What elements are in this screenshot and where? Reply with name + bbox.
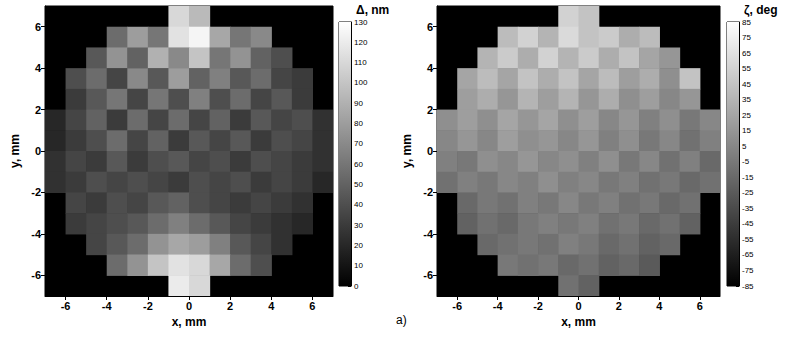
svg-text:y, mm: y, mm [400, 134, 414, 168]
svg-text:120: 120 [354, 38, 368, 47]
svg-text:x, mm: x, mm [172, 315, 207, 329]
svg-text:4: 4 [427, 62, 434, 74]
svg-text:ζ, deg: ζ, deg [744, 3, 778, 17]
svg-text:a): a) [396, 313, 407, 327]
svg-text:2: 2 [616, 300, 622, 312]
svg-text:70: 70 [354, 139, 363, 148]
svg-text:90: 90 [354, 99, 363, 108]
svg-text:55: 55 [742, 64, 751, 73]
svg-text:-5: -5 [742, 157, 750, 166]
svg-text:-65: -65 [742, 250, 754, 259]
svg-text:-55: -55 [742, 235, 754, 244]
svg-text:0: 0 [35, 145, 41, 157]
svg-text:-2: -2 [423, 186, 433, 198]
svg-text:65: 65 [742, 49, 751, 58]
svg-text:6: 6 [427, 21, 433, 33]
svg-text:15: 15 [742, 126, 751, 135]
svg-text:-6: -6 [423, 269, 433, 281]
svg-text:6: 6 [697, 300, 703, 312]
svg-text:Δ, nm: Δ, nm [356, 3, 389, 17]
svg-text:50: 50 [354, 180, 363, 189]
svg-text:100: 100 [354, 78, 368, 87]
svg-text:6: 6 [309, 300, 315, 312]
svg-text:5: 5 [742, 142, 747, 151]
svg-text:20: 20 [354, 241, 363, 250]
svg-text:0: 0 [354, 282, 359, 291]
svg-text:60: 60 [354, 160, 363, 169]
svg-text:40: 40 [354, 200, 363, 209]
svg-text:-75: -75 [742, 266, 754, 275]
svg-text:-6: -6 [31, 269, 41, 281]
svg-text:10: 10 [354, 261, 363, 270]
svg-text:45: 45 [742, 80, 751, 89]
svg-text:-35: -35 [742, 204, 754, 213]
svg-text:y, mm: y, mm [8, 134, 22, 168]
svg-text:4: 4 [35, 62, 42, 74]
svg-text:110: 110 [354, 58, 367, 67]
svg-text:80: 80 [354, 119, 363, 128]
svg-text:2: 2 [35, 104, 41, 116]
svg-text:130: 130 [354, 18, 368, 27]
svg-text:35: 35 [742, 95, 751, 104]
svg-text:85: 85 [742, 18, 751, 27]
svg-text:30: 30 [354, 221, 363, 230]
svg-text:-4: -4 [31, 228, 42, 240]
svg-text:2: 2 [227, 300, 233, 312]
svg-text:-6: -6 [61, 300, 71, 312]
svg-text:4: 4 [656, 300, 663, 312]
svg-text:-2: -2 [143, 300, 153, 312]
svg-text:2: 2 [427, 104, 433, 116]
svg-text:-4: -4 [423, 228, 434, 240]
svg-text:-2: -2 [31, 186, 41, 198]
svg-text:75: 75 [742, 33, 751, 42]
svg-text:0: 0 [575, 300, 581, 312]
svg-text:0: 0 [427, 145, 433, 157]
svg-text:25: 25 [742, 111, 751, 120]
svg-text:-25: -25 [742, 188, 754, 197]
svg-text:-2: -2 [533, 300, 543, 312]
svg-text:-45: -45 [742, 219, 754, 228]
svg-text:6: 6 [35, 21, 41, 33]
svg-text:x, mm: x, mm [561, 315, 596, 329]
svg-text:4: 4 [268, 300, 275, 312]
svg-text:0: 0 [186, 300, 192, 312]
svg-text:-4: -4 [493, 300, 504, 312]
svg-text:-4: -4 [102, 300, 113, 312]
svg-text:-15: -15 [742, 173, 754, 182]
svg-text:-85: -85 [742, 282, 754, 291]
svg-text:-6: -6 [452, 300, 462, 312]
